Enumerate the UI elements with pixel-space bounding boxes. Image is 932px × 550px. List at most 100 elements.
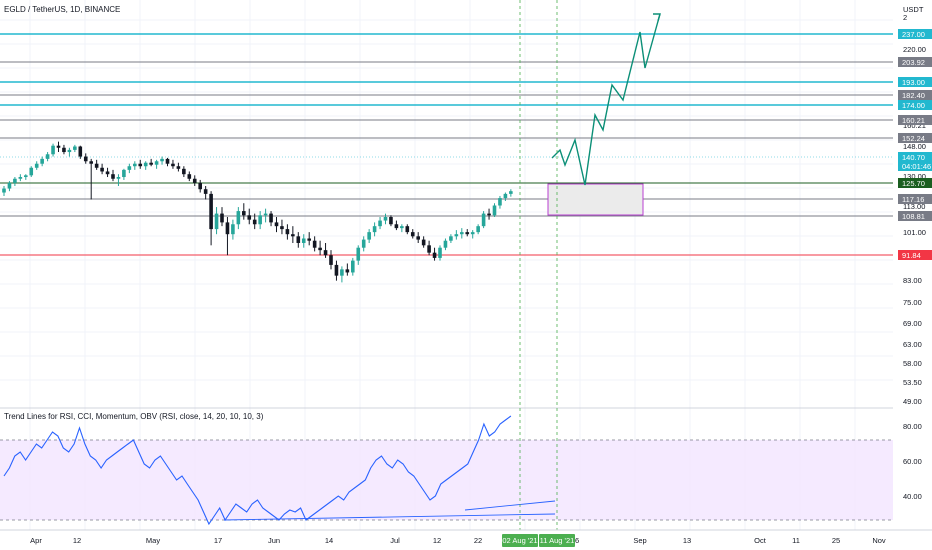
candle-body: [481, 213, 486, 227]
candle-body: [83, 156, 88, 162]
price-tag-label: 125.70: [902, 179, 925, 188]
candle-body: [383, 217, 388, 221]
candle-body: [509, 191, 513, 194]
candle-body: [214, 213, 219, 230]
candle-body: [291, 234, 295, 237]
price-tick-label: 69.00: [903, 319, 922, 328]
candle-body: [340, 269, 344, 276]
candle-body: [192, 178, 197, 183]
candle-body: [438, 247, 442, 258]
price-tag: [898, 161, 932, 171]
candle-body: [421, 239, 426, 246]
price-tag-label: 193.00: [902, 78, 925, 87]
candle-body: [443, 240, 448, 248]
candle-body: [465, 232, 470, 235]
top-price-fragment: 2: [903, 13, 907, 22]
candle-body: [73, 146, 77, 150]
time-tick-label: Sep: [633, 536, 646, 545]
price-tag-label: 04:01:46: [902, 162, 931, 171]
time-tick-label: 11: [792, 536, 800, 545]
price-tag-label: 152.24: [902, 134, 925, 143]
candle-body: [274, 222, 279, 227]
currency-label: USDT: [903, 5, 924, 14]
candle-body: [334, 264, 339, 276]
candle-body: [122, 169, 126, 178]
candle-body: [470, 232, 475, 235]
time-tick-label: Jun: [268, 536, 280, 545]
candle-body: [138, 163, 143, 167]
candle-body: [269, 213, 273, 223]
candle-body: [176, 166, 181, 169]
candle-body: [323, 250, 328, 256]
candle-body: [416, 236, 420, 240]
candle-body: [34, 163, 39, 168]
price-tick-label: 101.00: [903, 228, 926, 237]
candles: [2, 141, 513, 283]
candle-body: [405, 226, 410, 233]
time-tick-label: 17: [214, 536, 222, 545]
price-tick-label: 148.00: [903, 142, 926, 151]
price-tick-label: 83.00: [903, 276, 922, 285]
candle-body: [187, 174, 192, 179]
candle-body: [258, 215, 262, 225]
rsi-line: [3, 415, 556, 526]
candle-body: [252, 219, 257, 225]
price-tag: [898, 194, 932, 204]
price-tag: [898, 133, 932, 143]
rsi-series: [3, 415, 512, 526]
candle-body: [312, 240, 317, 248]
price-tag: [898, 115, 932, 125]
rsi-tick-label: 40.00: [903, 492, 922, 501]
price-tag-label: 91.84: [902, 251, 921, 260]
candle-body: [78, 146, 83, 157]
price-tick-label: 160.21: [903, 121, 926, 130]
price-tick-label: 63.00: [903, 340, 922, 349]
time-tick-label: Apr: [30, 536, 42, 545]
candle-body: [94, 163, 99, 168]
price-tick-label: 53.50: [903, 378, 922, 387]
candle-body: [2, 188, 6, 193]
candle-body: [307, 238, 311, 241]
price-tag-label: 237.00: [902, 30, 925, 39]
candle-body: [285, 229, 290, 235]
price-tag: [898, 90, 932, 100]
time-tick-label: 12: [73, 536, 81, 545]
price-tag: [898, 77, 932, 87]
candle-body: [56, 145, 61, 148]
price-tag: [898, 29, 932, 39]
candle-body: [198, 182, 202, 190]
candle-body: [51, 145, 55, 155]
candle-body: [105, 171, 110, 175]
candle-body: [89, 161, 93, 164]
candle-body: [18, 177, 23, 179]
candle-body: [498, 198, 502, 206]
candle-body: [394, 224, 399, 229]
price-tick-label: 220.00: [903, 45, 926, 54]
candle-body: [220, 213, 224, 223]
candle-body: [231, 224, 235, 235]
rsi-tick-label: 80.00: [903, 422, 922, 431]
candle-body: [225, 222, 230, 235]
candle-body: [378, 220, 382, 227]
candle-body: [45, 154, 50, 159]
price-tag: [898, 250, 932, 260]
chart-title: EGLD / TetherUS, 1D, BINANCE: [4, 5, 120, 14]
candle-body: [29, 167, 34, 176]
time-marker-label: 02 Aug '21: [502, 536, 537, 545]
time-marker-badge: [539, 534, 575, 547]
candle-body: [492, 205, 497, 216]
candle-body: [203, 189, 208, 194]
candle-body: [154, 161, 159, 165]
time-tick-label: 12: [433, 536, 441, 545]
time-tick-label: 25: [832, 536, 840, 545]
candle-body: [400, 226, 404, 229]
candle-body: [209, 193, 213, 230]
candle-body: [143, 162, 148, 167]
time-tick-label: Jul: [390, 536, 400, 545]
candle-body: [301, 238, 306, 243]
price-tag-label: 182.40: [902, 91, 925, 100]
price-tick-label: 49.00: [903, 397, 922, 406]
candle-body: [111, 174, 115, 179]
price-tag: [898, 57, 932, 67]
